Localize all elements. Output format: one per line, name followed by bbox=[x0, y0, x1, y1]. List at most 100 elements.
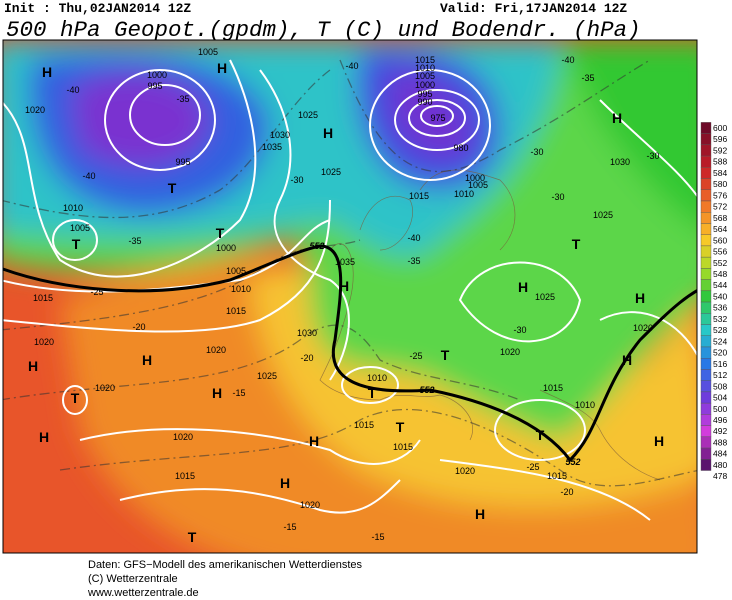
contour-label: 1020 bbox=[300, 500, 320, 510]
contour-label: 980 bbox=[453, 143, 468, 153]
colorbar-label: 584 bbox=[713, 168, 727, 178]
pressure-center: T bbox=[168, 180, 177, 196]
pressure-center: H bbox=[309, 433, 319, 449]
colorbar-cell bbox=[700, 133, 712, 146]
contour-label: 1010 bbox=[415, 63, 435, 73]
pressure-center: H bbox=[622, 352, 632, 368]
contour-label: 1025 bbox=[257, 371, 277, 381]
colorbar-cell bbox=[700, 144, 712, 157]
colorbar-label: 576 bbox=[713, 190, 727, 200]
colorbar-cell bbox=[700, 212, 712, 224]
contour-label: -40 bbox=[345, 61, 358, 71]
contour-label: -40 bbox=[66, 85, 79, 95]
contour-label: 1010 bbox=[575, 400, 595, 410]
pressure-center: H bbox=[42, 64, 52, 80]
colorbar-cell bbox=[700, 324, 712, 336]
colorbar-label: 556 bbox=[713, 247, 727, 257]
colorbar-cell bbox=[700, 380, 712, 393]
isobars bbox=[3, 59, 697, 521]
colorbar-cell bbox=[700, 301, 712, 314]
map-title: 500 hPa Geopot.(gpdm), T (C) und Bodendr… bbox=[6, 17, 641, 43]
colorbar-cell bbox=[700, 167, 712, 179]
pressure-center: T bbox=[368, 385, 377, 401]
colorbar-label: 520 bbox=[713, 348, 727, 358]
pressure-center: H bbox=[475, 506, 485, 522]
colorbar-label: 512 bbox=[713, 370, 727, 380]
colorbar-cell bbox=[700, 369, 712, 381]
colorbar-label: 504 bbox=[713, 393, 727, 403]
colorbar-label: 560 bbox=[713, 235, 727, 245]
colorbar: 6005965925885845805765725685645605565525… bbox=[700, 122, 727, 481]
contour-552 bbox=[3, 244, 697, 463]
map-frame bbox=[2, 39, 698, 554]
contour-label: -25 bbox=[90, 287, 103, 297]
contour-label: 1015 bbox=[354, 420, 374, 430]
contour-label: 1005 bbox=[226, 266, 246, 276]
colorbar-label: 516 bbox=[713, 359, 727, 369]
colorbar-cell bbox=[700, 414, 712, 426]
colorbar-label: 492 bbox=[713, 426, 727, 436]
contour-label: 552 bbox=[309, 241, 324, 251]
pressure-center: H bbox=[217, 60, 227, 76]
contour-label: 1025 bbox=[593, 210, 613, 220]
contour-label: 1005 bbox=[198, 47, 218, 57]
pressure-center: H bbox=[142, 352, 152, 368]
pressure-center: T bbox=[396, 419, 405, 435]
contour-label: 1015 bbox=[226, 306, 246, 316]
pressure-center: H bbox=[518, 279, 528, 295]
contour-label: 1020 bbox=[95, 383, 115, 393]
colorbar-cell bbox=[700, 155, 712, 168]
colorbar-label: 588 bbox=[713, 157, 727, 167]
contour-label: 1015 bbox=[393, 442, 413, 452]
colorbar-cell bbox=[700, 436, 712, 449]
colorbar-label: 600 bbox=[713, 123, 727, 133]
footer-copyright: (C) Wetterzentrale bbox=[88, 573, 178, 585]
contour-label: -25 bbox=[526, 462, 539, 472]
contour-label: 1000 bbox=[465, 173, 485, 183]
contour-label: 1010 bbox=[454, 189, 474, 199]
contour-label: 1035 bbox=[335, 257, 355, 267]
colorbar-label: 496 bbox=[713, 415, 727, 425]
colorbar-label: 528 bbox=[713, 325, 727, 335]
colorbar-cell bbox=[700, 234, 712, 247]
colorbar-label: 524 bbox=[713, 336, 727, 346]
colorbar-cell bbox=[700, 335, 712, 348]
contour-label: -40 bbox=[407, 233, 420, 243]
pressure-center: H bbox=[39, 429, 49, 445]
contour-label: -35 bbox=[581, 73, 594, 83]
contour-label: 1015 bbox=[547, 471, 567, 481]
pressure-center: T bbox=[441, 347, 450, 363]
contour-label: -35 bbox=[128, 236, 141, 246]
pressure-center: H bbox=[280, 475, 290, 491]
contour-label: 1015 bbox=[409, 191, 429, 201]
colorbar-label: 572 bbox=[713, 202, 727, 212]
map-labels: H1020-40-401000995-35H1005T9951030103510… bbox=[25, 47, 664, 545]
init-time: Init : Thu,02JAN2014 12Z bbox=[4, 1, 191, 16]
valid-time: Valid: Fri,17JAN2014 12Z bbox=[440, 1, 627, 16]
colorbar-cell bbox=[700, 279, 712, 292]
contour-label: 1035 bbox=[262, 142, 282, 152]
colorbar-label: 568 bbox=[713, 213, 727, 223]
contour-label: -20 bbox=[132, 322, 145, 332]
pressure-center: T bbox=[71, 390, 80, 406]
colorbar-cell bbox=[700, 200, 712, 213]
contour-label: 1020 bbox=[25, 105, 45, 115]
pressure-center: T bbox=[572, 236, 581, 252]
isotherms bbox=[3, 59, 697, 487]
pressure-center: H bbox=[612, 110, 622, 126]
contour-label: 1030 bbox=[610, 157, 630, 167]
colorbar-cell bbox=[700, 402, 712, 415]
colorbar-label: 596 bbox=[713, 134, 727, 144]
contour-label: 1015 bbox=[175, 471, 195, 481]
contour-label: 1015 bbox=[543, 383, 563, 393]
colorbar-cell bbox=[700, 245, 712, 258]
contour-label: -20 bbox=[560, 487, 573, 497]
contour-label: 1020 bbox=[206, 345, 226, 355]
colorbar-cell bbox=[700, 268, 712, 280]
contour-label: 552 bbox=[565, 457, 580, 467]
colorbar-cell bbox=[700, 346, 712, 359]
contour-label: 1020 bbox=[633, 323, 653, 333]
contour-label: -25 bbox=[409, 351, 422, 361]
colorbar-label: 488 bbox=[713, 437, 727, 447]
